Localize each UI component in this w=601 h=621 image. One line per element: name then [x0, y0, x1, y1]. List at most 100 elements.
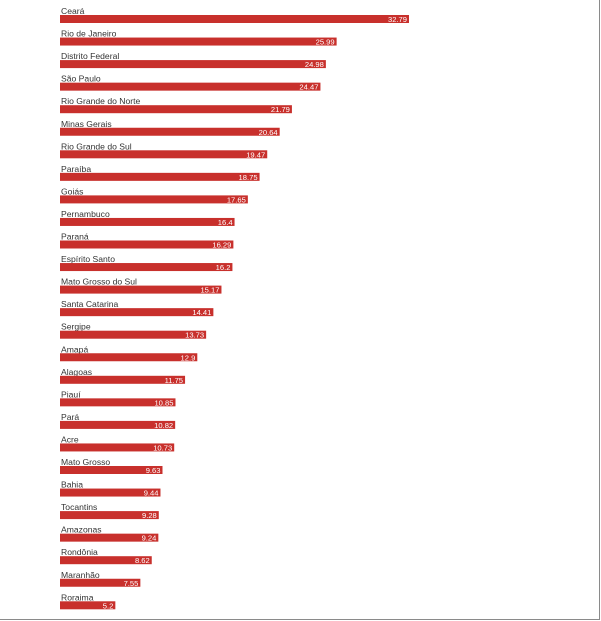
bar-row: Rio Grande do Norte 21.79	[60, 96, 292, 114]
category-label: Distrito Federal	[61, 51, 119, 61]
bar-row: Pernambuco 16.4	[60, 209, 235, 227]
bar	[60, 82, 321, 91]
bar	[60, 420, 176, 429]
value-label: 9.44	[144, 489, 159, 498]
bar	[60, 172, 260, 181]
bar	[60, 578, 141, 587]
category-label: Rio Grande do Norte	[61, 96, 141, 106]
bar	[60, 240, 234, 249]
category-label: Bahia	[61, 480, 83, 490]
value-label: 19.47	[246, 150, 265, 159]
value-label: 14.41	[192, 308, 211, 317]
category-label: Goiás	[61, 186, 83, 196]
bar-row: Maranhão 7.55	[60, 570, 141, 588]
value-label: 21.79	[271, 105, 290, 114]
bar-row: Tocantins 9.28	[60, 502, 159, 520]
bar	[60, 488, 161, 497]
value-label: 18.75	[239, 173, 258, 182]
value-label: 13.73	[185, 331, 204, 340]
category-label: Roraima	[61, 592, 94, 602]
category-label: Amapá	[61, 344, 88, 354]
bar	[60, 37, 337, 46]
value-label: 9.63	[146, 466, 161, 475]
bar-row: São Paulo 24.47	[60, 74, 321, 92]
bar-row: Roraima 5.2	[60, 592, 116, 610]
bar	[60, 308, 214, 317]
bar	[60, 375, 186, 384]
bar	[60, 195, 248, 204]
category-label: Rio Grande do Sul	[61, 141, 132, 151]
value-label: 10.73	[153, 443, 172, 452]
bar	[60, 330, 207, 339]
bar	[60, 105, 292, 114]
value-label: 5.2	[103, 601, 114, 610]
value-label: 15.17	[200, 286, 219, 295]
bar-row: Ceará 32.79	[60, 6, 409, 24]
category-label: Mato Grosso	[61, 457, 110, 467]
value-label: 16.4	[218, 218, 233, 227]
bar	[60, 263, 233, 272]
category-label: São Paulo	[61, 74, 101, 84]
category-label: Espírito Santo	[61, 254, 115, 264]
category-label: Acre	[61, 434, 79, 444]
bar-row: Bahia 9.44	[60, 480, 161, 498]
bar-row: Mato Grosso do Sul 15.17	[60, 277, 222, 295]
value-label: 11.75	[165, 376, 183, 385]
category-label: Tocantins	[61, 502, 97, 512]
bar	[60, 285, 222, 294]
category-label: Piauí	[61, 389, 81, 399]
bar-row: Amazonas 9.24	[60, 525, 159, 543]
bar	[60, 601, 116, 610]
value-label: 9.24	[142, 534, 157, 543]
bar-row: Rondônia 8.62	[60, 547, 152, 565]
bar	[60, 217, 235, 226]
category-label: Rio de Janeiro	[61, 29, 117, 39]
bar-row: Sergipe 13.73	[60, 322, 207, 340]
bar	[60, 556, 152, 565]
value-label: 9.28	[142, 511, 157, 520]
value-label: 24.47	[299, 83, 318, 92]
bar-row: Santa Catarina 14.41	[60, 299, 214, 317]
bar-row: Acre 10.73	[60, 434, 175, 452]
category-label: Mato Grosso do Sul	[61, 277, 137, 287]
category-label: Alagoas	[61, 367, 92, 377]
bar-row: Paraíba 18.75	[60, 164, 260, 182]
bar-row: Rio Grande do Sul 19.47	[60, 141, 268, 159]
bar	[60, 353, 198, 362]
category-label: Paraná	[61, 232, 89, 242]
value-label: 7.55	[124, 579, 139, 588]
value-label: 32.79	[388, 15, 407, 24]
bar-row: Mato Grosso 9.63	[60, 457, 163, 475]
category-label: Rondônia	[61, 547, 98, 557]
bar-row: Alagoas 11.75	[60, 367, 186, 385]
bar	[60, 127, 280, 136]
bar-row: Paraná 16.29	[60, 232, 234, 250]
bar	[60, 150, 268, 159]
category-label: Maranhão	[61, 570, 100, 580]
bar	[60, 533, 159, 542]
bar	[60, 60, 326, 69]
bar	[60, 443, 175, 452]
category-label: Paraíba	[61, 164, 91, 174]
bar-row: Espírito Santo 16.2	[60, 254, 233, 272]
category-label: Minas Gerais	[61, 119, 112, 129]
value-label: 25.99	[316, 38, 335, 47]
value-label: 24.98	[305, 60, 324, 69]
value-label: 10.82	[154, 421, 173, 430]
category-label: Santa Catarina	[61, 299, 119, 309]
bar-row: Amapá 12.9	[60, 344, 198, 362]
bar-row: Minas Gerais 20.64	[60, 119, 280, 137]
value-label: 12.9	[181, 353, 196, 362]
category-label: Pernambuco	[61, 209, 110, 219]
bar	[60, 15, 409, 23]
bar	[60, 398, 176, 407]
bar-row: Rio de Janeiro 25.99	[60, 29, 337, 47]
bar-row: Distrito Federal 24.98	[60, 51, 326, 69]
bar	[60, 466, 163, 474]
value-label: 20.64	[259, 128, 278, 137]
value-label: 16.29	[212, 241, 231, 250]
value-label: 17.65	[227, 195, 246, 204]
value-label: 16.2	[216, 263, 231, 272]
category-label: Amazonas	[61, 525, 102, 535]
